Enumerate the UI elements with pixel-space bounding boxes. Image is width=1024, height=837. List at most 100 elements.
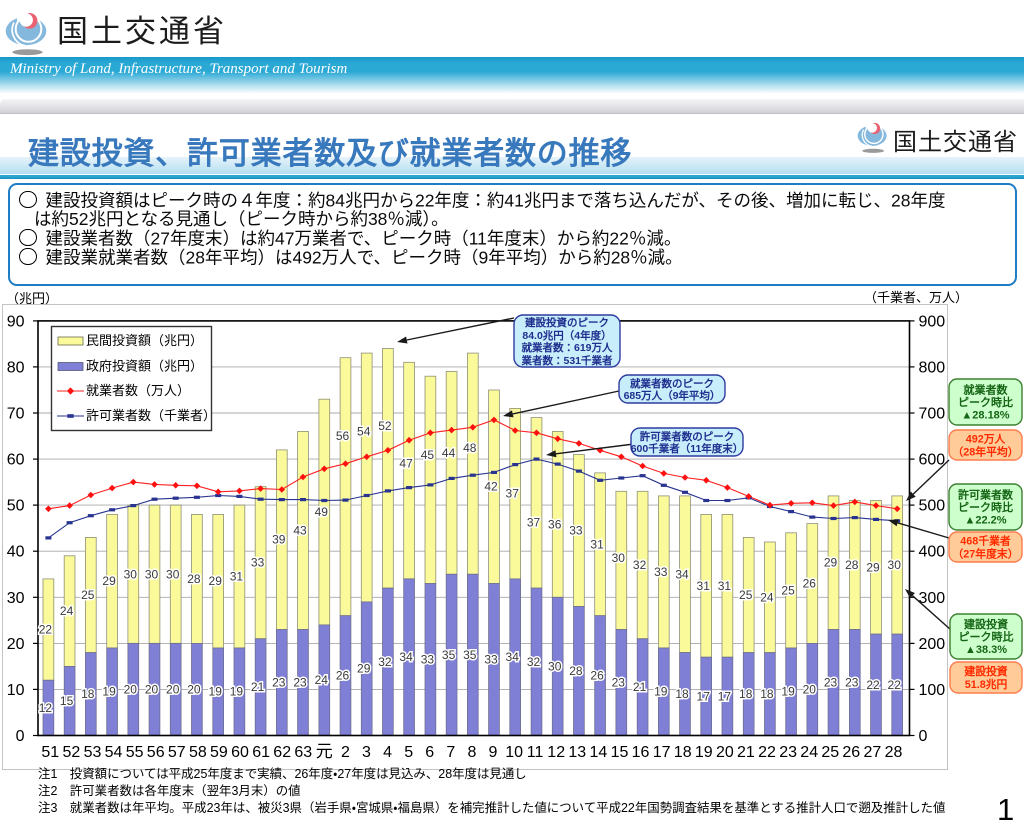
svg-text:43: 43	[293, 524, 307, 538]
svg-text:19: 19	[209, 685, 223, 699]
svg-text:60: 60	[7, 452, 25, 469]
svg-text:建設投資: 建設投資	[963, 664, 1007, 678]
svg-text:6: 6	[425, 744, 434, 761]
svg-text:31: 31	[590, 537, 604, 551]
svg-text:26: 26	[803, 577, 817, 591]
svg-text:24: 24	[60, 604, 74, 618]
svg-text:23: 23	[612, 676, 626, 690]
svg-text:2: 2	[341, 744, 350, 761]
svg-text:26: 26	[842, 744, 860, 761]
svg-text:21: 21	[633, 680, 647, 694]
svg-text:14: 14	[590, 744, 608, 761]
svg-text:55: 55	[126, 744, 144, 761]
svg-text:18: 18	[674, 744, 692, 761]
svg-text:25: 25	[81, 588, 95, 602]
svg-text:30: 30	[612, 551, 626, 565]
svg-text:20: 20	[166, 682, 180, 696]
svg-text:22: 22	[888, 678, 902, 692]
svg-text:29: 29	[357, 662, 371, 676]
svg-text:20: 20	[803, 682, 817, 696]
svg-text:42: 42	[484, 480, 498, 494]
svg-text:25: 25	[739, 588, 753, 602]
svg-text:29: 29	[866, 560, 880, 574]
svg-text:30: 30	[7, 590, 25, 607]
svg-text:10: 10	[505, 744, 523, 761]
svg-text:100: 100	[919, 682, 946, 699]
svg-text:5: 5	[404, 744, 413, 761]
svg-text:400: 400	[919, 544, 946, 561]
svg-text:30: 30	[166, 567, 180, 581]
svg-text:37: 37	[506, 487, 520, 501]
svg-text:18: 18	[675, 687, 689, 701]
svg-text:ピーク時比: ピーク時比	[958, 395, 1013, 409]
svg-text:22: 22	[866, 678, 880, 692]
svg-text:10: 10	[7, 682, 25, 699]
svg-text:49: 49	[315, 505, 329, 519]
svg-text:24: 24	[800, 744, 818, 761]
svg-text:17: 17	[653, 744, 671, 761]
svg-text:34: 34	[675, 567, 689, 581]
svg-text:32: 32	[378, 655, 392, 669]
svg-text:52: 52	[378, 419, 392, 433]
svg-text:0: 0	[919, 728, 928, 745]
svg-text:19: 19	[695, 744, 713, 761]
svg-text:28: 28	[569, 664, 583, 678]
svg-text:468千業者: 468千業者	[960, 534, 1011, 548]
svg-text:0: 0	[16, 728, 25, 745]
svg-text:21: 21	[737, 744, 755, 761]
svg-text:18: 18	[81, 687, 95, 701]
svg-text:31: 31	[697, 579, 711, 593]
svg-text:800: 800	[919, 359, 946, 376]
svg-text:80: 80	[7, 359, 25, 376]
svg-text:27: 27	[864, 744, 882, 761]
svg-text:元: 元	[316, 742, 333, 761]
svg-text:58: 58	[189, 744, 207, 761]
svg-text:就業者数のピーク: 就業者数のピーク	[630, 377, 714, 390]
svg-text:許可業者数のピーク: 許可業者数のピーク	[640, 430, 735, 443]
svg-text:26: 26	[336, 669, 350, 683]
svg-text:20: 20	[716, 744, 734, 761]
svg-text:300: 300	[919, 590, 946, 607]
svg-text:28: 28	[885, 744, 903, 761]
svg-text:民間投資額（兆円）: 民間投資額（兆円）	[86, 333, 203, 348]
svg-text:20: 20	[7, 636, 25, 653]
svg-text:35: 35	[442, 648, 456, 662]
svg-text:（27年度末）: （27年度末）	[953, 547, 1019, 561]
svg-text:25: 25	[821, 744, 839, 761]
svg-text:685万人（9年平均）: 685万人（9年平均）	[624, 389, 721, 402]
svg-text:600千業者（11年度末）: 600千業者（11年度末）	[631, 442, 744, 455]
svg-text:11: 11	[527, 744, 544, 761]
svg-text:35: 35	[463, 648, 477, 662]
svg-text:政府投資額（兆円）: 政府投資額（兆円）	[86, 359, 203, 374]
svg-text:30: 30	[124, 567, 138, 581]
svg-text:7: 7	[446, 744, 455, 761]
svg-text:8: 8	[467, 744, 476, 761]
svg-text:建設投資のピーク: 建設投資のピーク	[524, 316, 609, 329]
svg-text:54: 54	[105, 744, 123, 761]
svg-text:56: 56	[336, 429, 350, 443]
svg-text:29: 29	[824, 556, 838, 570]
svg-text:24: 24	[760, 590, 774, 604]
svg-text:（兆円）: （兆円）	[6, 291, 58, 306]
svg-text:19: 19	[781, 685, 795, 699]
svg-text:900: 900	[919, 313, 946, 330]
svg-text:就業者数（万人）: 就業者数（万人）	[86, 383, 190, 398]
svg-text:21: 21	[251, 680, 265, 694]
svg-text:33: 33	[654, 565, 668, 579]
svg-text:23: 23	[272, 676, 286, 690]
svg-text:26: 26	[590, 669, 604, 683]
svg-text:44: 44	[442, 446, 456, 460]
svg-text:9: 9	[489, 744, 498, 761]
svg-text:16: 16	[632, 744, 650, 761]
svg-text:12: 12	[547, 744, 565, 761]
svg-text:22: 22	[758, 744, 776, 761]
svg-text:84.0兆円（4年度）: 84.0兆円（4年度）	[522, 329, 611, 342]
svg-text:30: 30	[145, 567, 159, 581]
svg-text:59: 59	[210, 744, 228, 761]
svg-text:51: 51	[41, 744, 59, 761]
svg-text:24: 24	[315, 673, 329, 687]
svg-text:56: 56	[147, 744, 165, 761]
svg-text:36: 36	[548, 517, 562, 531]
svg-text:23: 23	[779, 744, 797, 761]
svg-text:18: 18	[760, 687, 774, 701]
